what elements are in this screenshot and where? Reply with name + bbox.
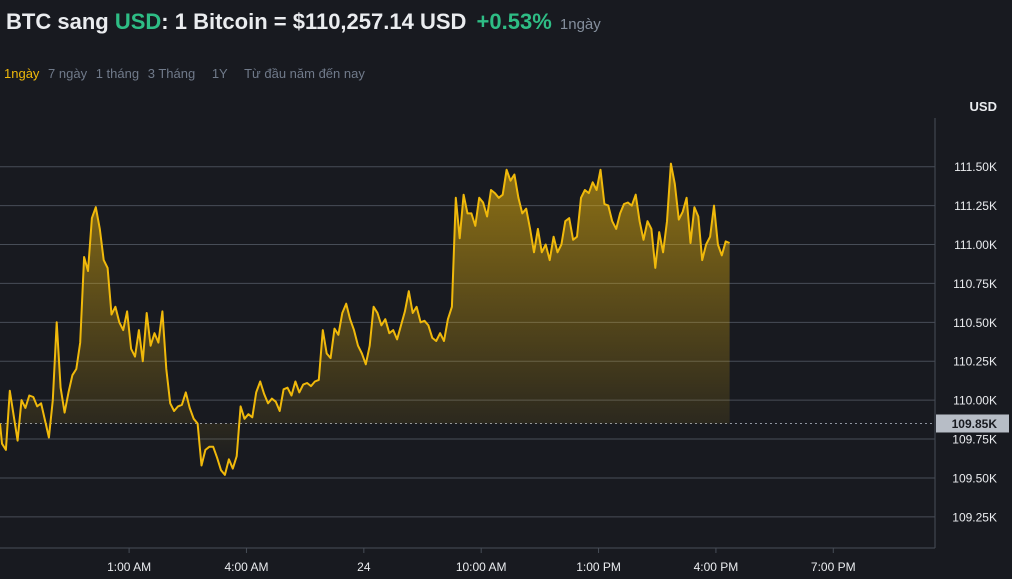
x-tick-label: 10:00 AM xyxy=(456,560,507,574)
tab-ytd[interactable]: Từ đầu năm đến nay xyxy=(244,66,365,81)
x-tick-label: 4:00 AM xyxy=(224,560,268,574)
title-separator: : xyxy=(161,9,169,34)
price-area-fill xyxy=(0,163,730,475)
x-tick-label: 1:00 AM xyxy=(107,560,151,574)
y-tick-label: 109.75K xyxy=(952,433,997,447)
x-tick-label: 1:00 PM xyxy=(576,560,621,574)
price-line xyxy=(0,162,730,476)
tab-1month[interactable]: 1 tháng xyxy=(95,66,140,81)
y-tick-label: 110.50K xyxy=(953,316,997,330)
reference-price-marker xyxy=(936,414,1009,433)
tab-7days[interactable]: 7 ngày xyxy=(48,66,88,81)
change-period: 1ngày xyxy=(559,16,601,33)
base-currency: BTC xyxy=(6,9,52,34)
quote-currency: USD xyxy=(114,9,162,34)
x-tick-label: 7:00 PM xyxy=(811,560,856,574)
y-tick-label: 111.50K xyxy=(954,160,997,174)
y-tick-label: 111.25K xyxy=(954,199,997,213)
y-tick-label: 110.75K xyxy=(953,277,997,291)
y-tick-label: 109.50K xyxy=(952,471,997,485)
conversion-word: sang xyxy=(57,9,109,34)
y-tick-label: 110.25K xyxy=(953,355,997,369)
exchange-rate: 1 Bitcoin = $110,257.14 USD xyxy=(174,9,467,34)
period-tabs: 1ngày 7 ngày 1 tháng 3 Tháng 1Y Từ đầu n… xyxy=(4,66,370,81)
y-tick-label: 109.25K xyxy=(952,510,997,524)
reference-price-label: 109.85K xyxy=(952,417,998,431)
x-tick-label: 4:00 PM xyxy=(694,560,739,574)
y-tick-label: 110.00K xyxy=(953,394,997,408)
page-title: BTC sang USD: 1 Bitcoin = $110,257.14 US… xyxy=(6,9,601,35)
y-tick-label: 111.00K xyxy=(954,238,997,252)
tab-1day[interactable]: 1ngày xyxy=(4,66,40,81)
x-tick-label: 24 xyxy=(357,560,371,574)
tab-3months[interactable]: 3 Tháng xyxy=(147,66,196,81)
tab-1year[interactable]: 1Y xyxy=(211,66,228,81)
price-change: +0.53% xyxy=(476,9,552,34)
y-axis-unit-label: USD xyxy=(970,99,997,114)
